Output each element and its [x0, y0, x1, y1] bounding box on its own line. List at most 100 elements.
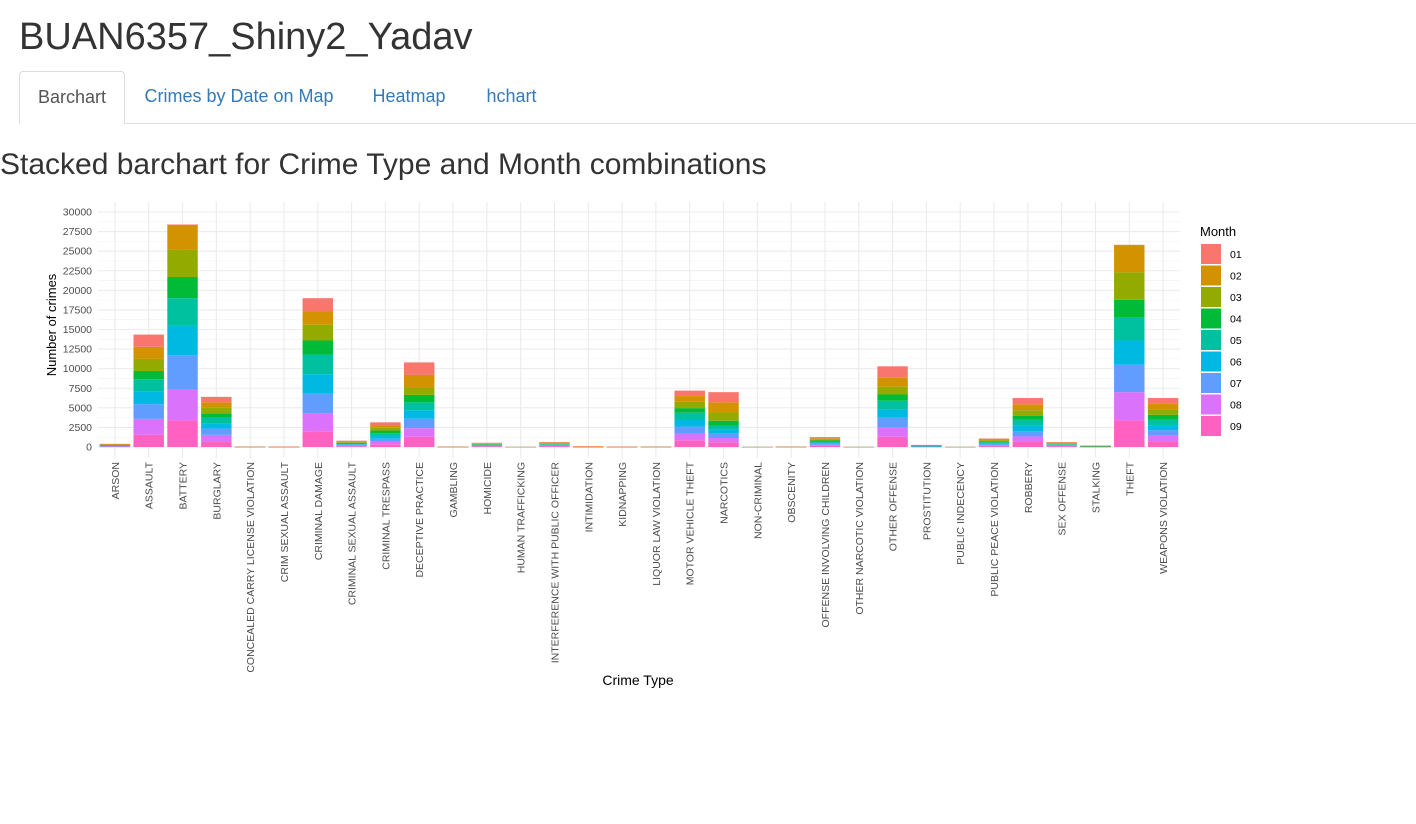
- section-title: Stacked barchart for Crime Type and Mont…: [0, 148, 767, 181]
- tab-barchart[interactable]: Barchart: [19, 71, 125, 124]
- bar-segment: CRIMINAL TRESPASS / 09: 350: [370, 444, 401, 447]
- legend-label: 07: [1230, 378, 1242, 390]
- bar-segment: SEX OFFENSE / 02: 70: [1046, 442, 1077, 444]
- grid-lines: [98, 202, 1180, 458]
- bar-segment: ARSON / 03: 45: [99, 444, 131, 446]
- bar-segment: BATTERY / 07: 4300: [167, 355, 198, 390]
- bar-segment: CRIMINAL SEXUAL ASSAULT / 02: 90: [336, 441, 367, 443]
- x-tick-label: OTHER NARCOTIC VIOLATION: [854, 462, 866, 615]
- bar-segment: BATTERY / 06: 3800: [167, 325, 198, 356]
- bar-segment: PUBLIC PEACE VIOLATION / 07: 120: [978, 444, 1010, 446]
- bar-segment: HOMICIDE / 02: 60: [471, 443, 503, 444]
- bar-segment: DECEPTIVE PRACTICE / 03: 1000: [404, 387, 435, 395]
- bar-segment: NARCOTICS / 08: 550: [708, 437, 739, 443]
- x-tick-label: PROSTITUTION: [921, 462, 933, 540]
- bar-segment: DECEPTIVE PRACTICE / 05: 1000: [404, 402, 435, 411]
- bar-segment: ARSON / 06: 45: [99, 445, 131, 447]
- x-tick-label: PUBLIC PEACE VIOLATION: [989, 462, 1001, 597]
- bar-segment: OTHER OFFENSE / 08: 1250: [877, 427, 908, 437]
- y-tick-label: 27500: [63, 226, 92, 238]
- bar-segment: CRIMINAL DAMAGE / 05: 2500: [302, 354, 333, 375]
- bar-segment: DECEPTIVE PRACTICE / 09: 1300: [404, 436, 435, 447]
- bar-segment: ARSON / 01: 45: [99, 443, 131, 445]
- legend-key: [1201, 308, 1221, 329]
- bar-segment: CRIMINAL DAMAGE / 04: 1800: [302, 340, 333, 355]
- bar-segment: KIDNAPPING / 01: 5: [606, 446, 638, 448]
- x-tick-label: CRIMINAL SEXUAL ASSAULT: [347, 461, 359, 605]
- bar-segment: ASSAULT / 08: 2050: [133, 418, 164, 435]
- bar-segment: OFFENSE INVOLVING CHILDREN / 05: 140: [809, 441, 841, 443]
- bar-segment: NARCOTICS / 05: 500: [708, 425, 739, 430]
- legend-key: [1201, 394, 1221, 415]
- bar-segment: PUBLIC PEACE VIOLATION / 03: 120: [978, 440, 1010, 442]
- bar-segment: PUBLIC PEACE VIOLATION / 05: 120: [978, 442, 1010, 444]
- bar-segment: BATTERY / 04: 2700: [167, 277, 198, 299]
- bar-segment: CRIMINAL DAMAGE / 09: 2000: [302, 431, 333, 447]
- bar-segment: MOTOR VEHICLE THEFT / 09: 860: [674, 440, 705, 447]
- x-tick-label: NARCOTICS: [719, 462, 731, 524]
- x-tick-label: WEAPONS VIOLATION: [1158, 462, 1170, 574]
- bar-segment: OTHER OFFENSE / 07: 1200: [877, 417, 908, 428]
- y-tick-label: 2500: [69, 422, 93, 434]
- x-tick-label: OFFENSE INVOLVING CHILDREN: [820, 462, 832, 628]
- bar-segment: ROBBERY / 03: 700: [1012, 410, 1044, 416]
- bar-segment: THEFT / 07: 3500: [1114, 364, 1145, 393]
- bar-segment: NARCOTICS / 09: 600: [708, 442, 739, 447]
- bar-segment: CRIMINAL DAMAGE / 08: 2300: [302, 413, 333, 432]
- bar-segment: MOTOR VEHICLE THEFT / 01: 700: [674, 390, 705, 397]
- bar-segment: HUMAN TRAFFICKING / 01: 1: [505, 446, 536, 448]
- legend-label: 06: [1230, 357, 1242, 369]
- bar-segment: OTHER OFFENSE / 06: 1050: [877, 409, 908, 418]
- bar-segment: SEX OFFENSE / 05: 70: [1046, 444, 1077, 445]
- bar-segment: MOTOR VEHICLE THEFT / 04: 580: [674, 408, 705, 413]
- bar-segment: ROBBERY / 06: 700: [1012, 425, 1044, 432]
- bar-segment: THEFT / 05: 2900: [1114, 317, 1145, 341]
- bar-segment: SEX OFFENSE / 04: 70: [1046, 443, 1077, 445]
- bar-segment: BATTERY / 03: 3500: [167, 249, 198, 278]
- bar-segment: OFFENSE INVOLVING CHILDREN / 04: 140: [809, 440, 841, 442]
- x-tick-label: BATTERY: [178, 462, 190, 509]
- bar-segment: HOMICIDE / 07: 60: [471, 445, 503, 447]
- bar-segment: INTERFERENCE WITH PUBLIC OFFICER / 05: 7…: [539, 444, 570, 445]
- bar-segment: ROBBERY / 09: 750: [1012, 441, 1044, 447]
- legend-label: 03: [1230, 292, 1242, 304]
- bar-segment: ROBBERY / 05: 800: [1012, 419, 1044, 426]
- bar-segment: BURGLARY / 06: 700: [201, 423, 232, 429]
- tab-heatmap[interactable]: Heatmap: [372, 86, 446, 106]
- bar-segment: ROBBERY / 04: 500: [1012, 415, 1044, 420]
- bar-segment: CRIMINAL SEXUAL ASSAULT / 04: 90: [336, 442, 367, 444]
- bar-segment: WEAPONS VIOLATION / 02: 700: [1147, 403, 1179, 410]
- x-axis-title: Crime Type: [602, 672, 674, 688]
- bar-segment: BURGLARY / 02: 700: [201, 402, 232, 408]
- bar-segment: INTERFERENCE WITH PUBLIC OFFICER / 03: 7…: [539, 443, 570, 444]
- bar-segment: PUBLIC PEACE VIOLATION / 06: 120: [978, 443, 1010, 445]
- bar-segment: NARCOTICS / 04: 600: [708, 420, 739, 426]
- bar-segment: BURGLARY / 03: 700: [201, 407, 232, 414]
- x-axis-ticks: ARSON ASSAULT BATTERY BURGLARY CONCEALED CAR…: [110, 461, 1170, 672]
- bar-segment: BURGLARY / 09: 750: [201, 441, 232, 447]
- bar-segment: CRIMINAL TRESPASS / 06: 350: [370, 436, 401, 439]
- bar-segment: BURGLARY / 05: 700: [201, 417, 232, 424]
- tab-hchart[interactable]: hchart: [486, 86, 537, 106]
- bar-segment: OTHER OFFENSE / 01: 1400: [877, 366, 908, 378]
- bar-segment: CRIMINAL TRESPASS / 05: 350: [370, 433, 401, 437]
- app-title: BUAN6357_Shiny2_Yadav: [19, 16, 473, 58]
- bar-segment: CRIMINAL DAMAGE / 03: 2000: [302, 324, 333, 341]
- x-tick-label: HUMAN TRAFFICKING: [516, 462, 528, 573]
- legend-label: 09: [1230, 421, 1242, 433]
- legend-title: Month: [1200, 224, 1236, 239]
- y-tick-label: 0: [86, 442, 92, 454]
- bar-segment: BATTERY / 05: 3500: [167, 298, 198, 326]
- tab-crimes-by-date-on-map[interactable]: Crimes by Date on Map: [144, 86, 334, 106]
- bar-segment: PUBLIC INDECENCY / 01: 1: [945, 446, 976, 448]
- bar-segment: OTHER OFFENSE / 09: 1300: [877, 436, 908, 447]
- bar-segment: PUBLIC PEACE VIOLATION / 02: 120: [978, 439, 1010, 441]
- x-tick-label: ASSAULT: [144, 461, 156, 509]
- y-tick-label: 5000: [69, 402, 93, 414]
- x-tick-label: PUBLIC INDECENCY: [955, 462, 967, 565]
- bar-segment: STALKING / 01: 20: [1080, 445, 1111, 447]
- bar-segment: ROBBERY / 02: 750: [1012, 404, 1044, 411]
- x-tick-label: ARSON: [110, 462, 122, 499]
- tab-bar: Barchart Crimes by Date on Map Heatmap h…: [19, 71, 1416, 124]
- bar-segment: PROSTITUTION / 01: 30: [911, 444, 942, 446]
